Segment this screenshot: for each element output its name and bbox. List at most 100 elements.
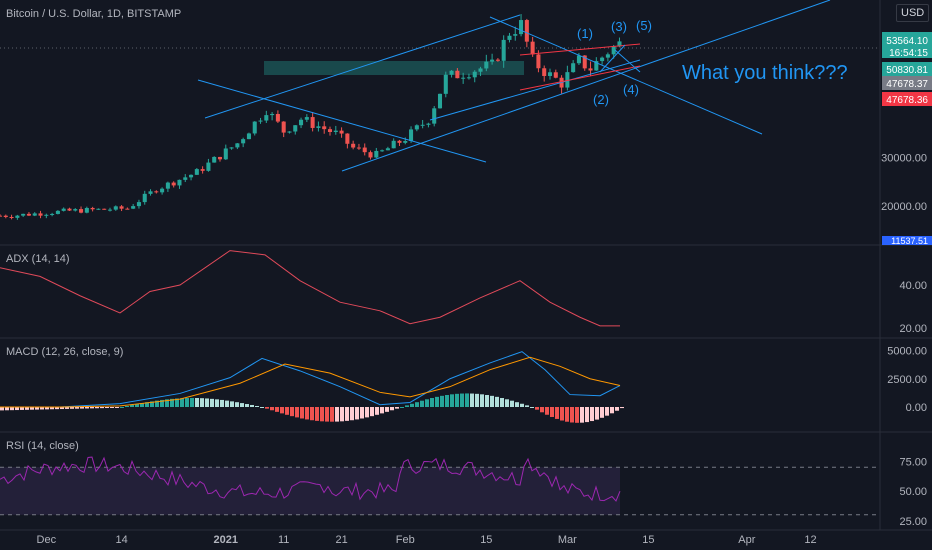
- macd-histogram-bar: [35, 407, 39, 410]
- macd-histogram-bar: [225, 400, 229, 407]
- macd-histogram-bar: [105, 407, 109, 409]
- rsi-tick: 25.00: [899, 516, 927, 528]
- macd-histogram-bar: [320, 407, 324, 422]
- macd-histogram-bar: [260, 407, 264, 408]
- macd-histogram-bar: [0, 407, 4, 411]
- macd-histogram-bar: [205, 398, 209, 407]
- candle-body: [356, 147, 361, 149]
- candle-body: [189, 174, 194, 178]
- candle-body: [594, 61, 599, 71]
- candle-body: [409, 129, 414, 142]
- macd-histogram-bar: [580, 407, 584, 423]
- macd-histogram-bar: [430, 398, 434, 407]
- macd-histogram-bar: [275, 407, 279, 412]
- macd-histogram-bar: [490, 395, 494, 407]
- candle-body: [414, 125, 419, 130]
- macd-histogram-bar: [110, 407, 114, 408]
- macd-histogram-bar: [145, 402, 149, 407]
- macd-histogram-bar: [190, 397, 194, 407]
- macd-histogram-bar: [80, 407, 84, 409]
- macd-histogram-bar: [610, 407, 614, 414]
- candle-body: [171, 182, 176, 186]
- macd-line: [0, 351, 621, 408]
- macd-histogram-bar: [315, 407, 319, 421]
- macd-histogram-bar: [95, 407, 99, 409]
- macd-histogram-bar: [600, 407, 604, 418]
- macd-histogram-bar: [70, 407, 74, 409]
- price-tick: 20000.00: [881, 201, 927, 213]
- candle-body: [385, 148, 390, 151]
- candle-body: [79, 209, 84, 213]
- adx-tick: 40.00: [899, 280, 927, 292]
- candle-body: [32, 213, 37, 216]
- macd-histogram-bar: [45, 407, 49, 410]
- macd-histogram-bar: [445, 394, 449, 407]
- x-axis-tick: 21: [335, 534, 347, 546]
- candle-body: [432, 108, 437, 124]
- currency-button[interactable]: USD: [896, 4, 930, 22]
- wave-path: [599, 44, 626, 73]
- macd-histogram-bar: [255, 405, 259, 407]
- macd-histogram-bar: [450, 394, 454, 407]
- macd-histogram-bar: [570, 407, 574, 423]
- candle-body: [235, 143, 240, 148]
- rsi-label[interactable]: RSI (14, close): [6, 440, 79, 452]
- candle-body: [524, 20, 529, 42]
- candle-body: [9, 216, 14, 218]
- candle-body: [258, 120, 263, 122]
- macd-histogram-bar: [300, 407, 304, 419]
- candle-body: [119, 206, 124, 209]
- price-label: 47678.36: [886, 95, 928, 106]
- wave-label-3: (3): [611, 19, 627, 34]
- macd-histogram-bar: [415, 402, 419, 407]
- macd-histogram-bar: [365, 407, 369, 418]
- macd-label[interactable]: MACD (12, 26, close, 9): [6, 346, 124, 358]
- wedge-lower-line: [519, 65, 641, 91]
- candle-body: [304, 117, 309, 120]
- wave-label-2: (2): [593, 92, 609, 107]
- macd-histogram-bar: [540, 407, 544, 413]
- candle-body: [73, 209, 78, 211]
- candle-body: [107, 209, 113, 211]
- macd-histogram-bar: [195, 398, 199, 407]
- macd-histogram-bar: [495, 396, 499, 407]
- rsi-band: [0, 467, 620, 515]
- macd-histogram-bar: [355, 407, 359, 420]
- macd-histogram-bar: [185, 398, 189, 407]
- macd-histogram-bar: [325, 407, 329, 422]
- macd-histogram-bar: [440, 395, 444, 407]
- rsi-tick: 75.00: [899, 456, 927, 468]
- adx-label[interactable]: ADX (14, 14): [6, 253, 70, 265]
- candle-body: [252, 121, 257, 134]
- candle-body: [588, 68, 593, 71]
- macd-histogram-bar: [605, 407, 609, 416]
- macd-histogram-bar: [10, 407, 14, 411]
- macd-histogram-bar: [290, 407, 294, 417]
- candle-body: [154, 191, 159, 193]
- candle-body: [461, 77, 466, 79]
- macd-histogram-bar: [40, 407, 44, 410]
- price-label-bg: [882, 92, 932, 106]
- macd-histogram-bar: [130, 404, 134, 407]
- candle-body: [495, 59, 500, 61]
- candle-body: [229, 147, 234, 149]
- price-label-bottom: 11537.51: [891, 236, 928, 246]
- candle-body: [322, 126, 327, 130]
- candle-body: [374, 150, 379, 158]
- macd-histogram-bar: [395, 407, 399, 409]
- candle-body: [582, 55, 587, 69]
- wedge-upper-line: [519, 43, 641, 56]
- x-axis-tick: 15: [642, 534, 654, 546]
- trendline-descending-1: [197, 79, 487, 163]
- macd-histogram-bar: [305, 407, 309, 420]
- candle-body: [490, 59, 495, 62]
- wave-label-1: (1): [577, 26, 593, 41]
- candle-body: [183, 177, 188, 180]
- candle-body: [264, 115, 269, 121]
- macd-histogram-bar: [520, 403, 524, 407]
- macd-histogram-bar: [475, 393, 479, 407]
- candle-body: [55, 210, 60, 214]
- macd-histogram-bar: [25, 407, 29, 410]
- macd-histogram-bar: [410, 403, 414, 407]
